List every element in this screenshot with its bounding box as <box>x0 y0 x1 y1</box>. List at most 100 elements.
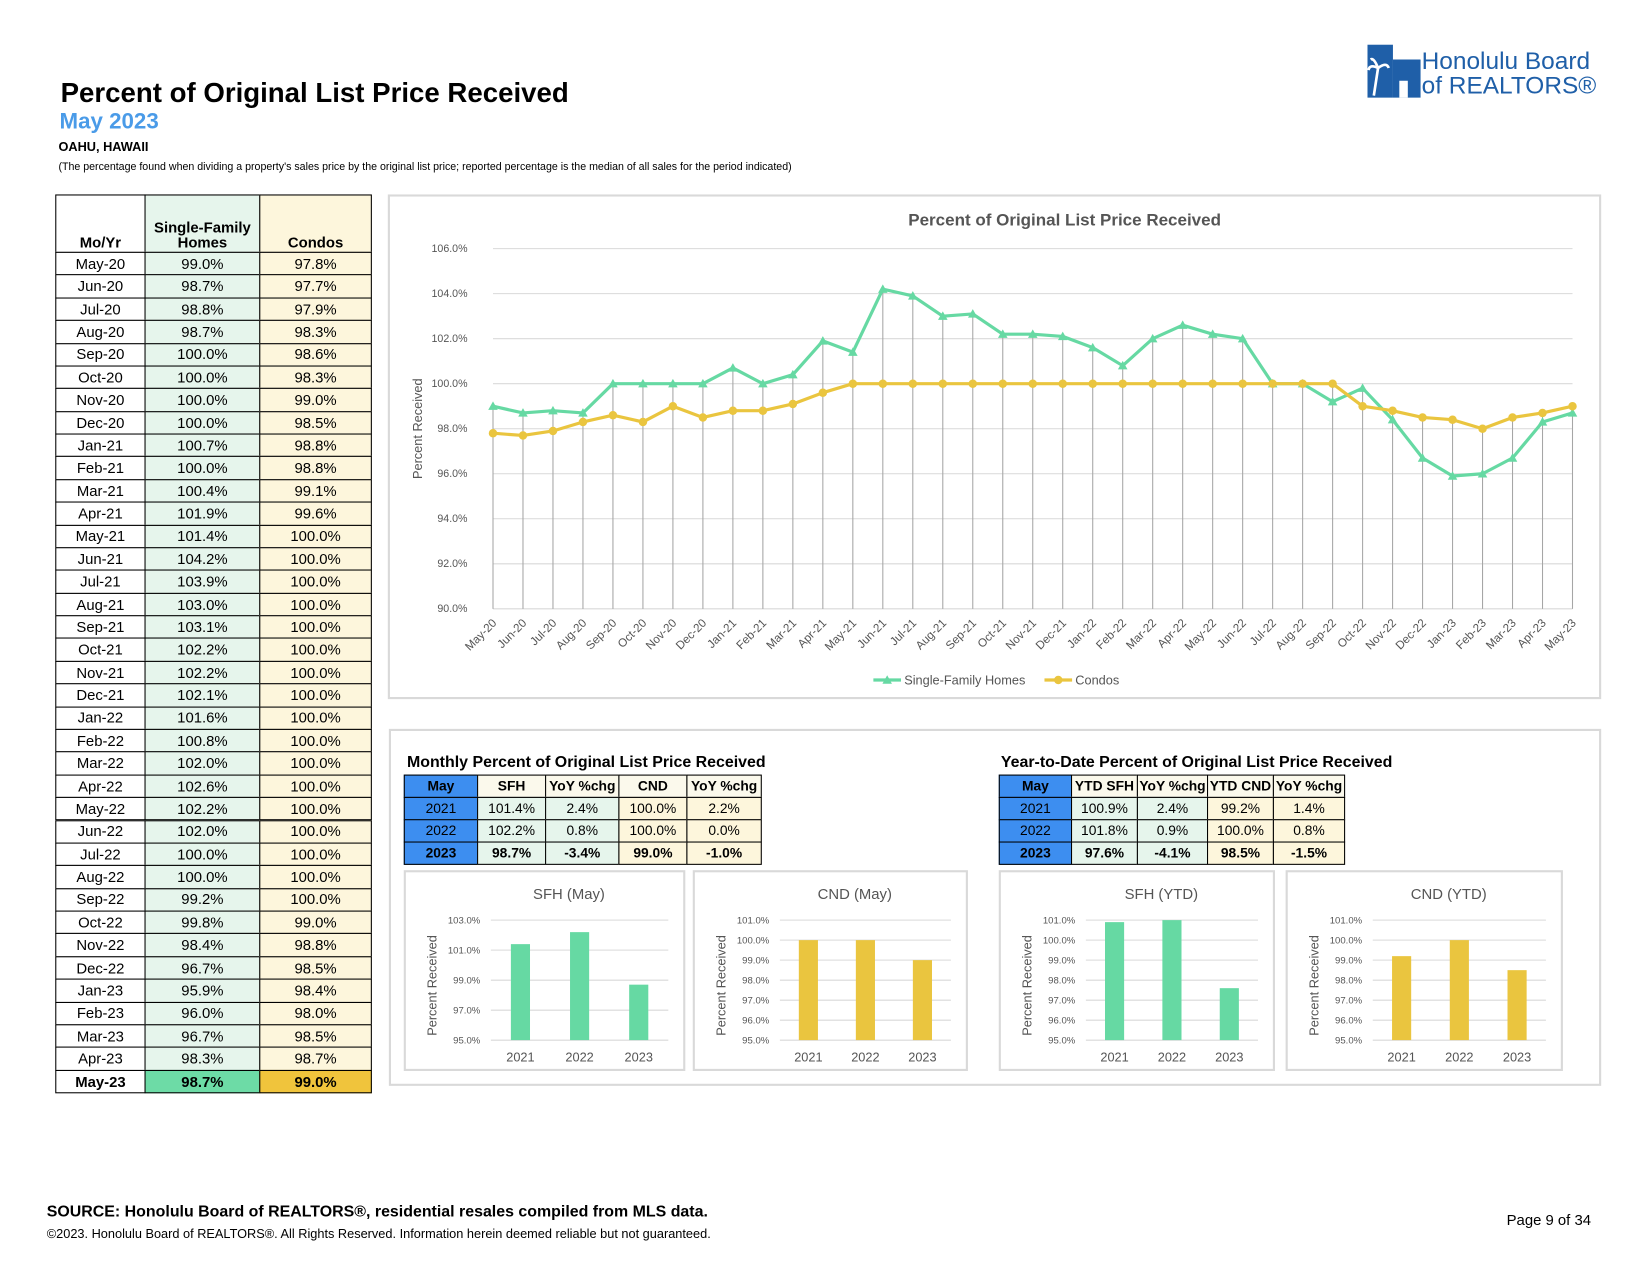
cell: 100.0% <box>259 728 372 753</box>
cell: Jun-20 <box>55 274 146 299</box>
cell: 102.2% <box>144 637 261 662</box>
bar-chart: CND (May) Percent Received 95.0% 96.0% 97.0%… <box>714 887 951 1064</box>
y-tick-label: 95.0% <box>742 1035 770 1046</box>
cell: 100.0% <box>259 774 372 799</box>
marker <box>848 379 858 388</box>
x-tick-label: Feb-23 <box>1454 617 1489 652</box>
marker <box>608 410 618 420</box>
bar-chart-box: CND (May) Percent Received 95.0% 96.0% 97.0%… <box>692 870 968 1071</box>
line-chart: Percent of Original List Price Received P… <box>410 210 1579 687</box>
x-tick-label: Feb-22 <box>1094 617 1129 652</box>
cell: 99.0% <box>144 251 261 276</box>
marker <box>938 379 948 388</box>
cell: 98.4% <box>259 978 372 1003</box>
x-tick-label: 2023 <box>908 1049 936 1064</box>
cell: 98.5% <box>1207 841 1274 865</box>
cell: 100.9% <box>1071 796 1138 821</box>
y-tick-label: 100.0% <box>1330 935 1363 946</box>
marker <box>758 406 768 415</box>
x-tick-label: Dec-21 <box>1033 617 1069 653</box>
cell: Apr-22 <box>55 774 146 799</box>
cell: 0.8% <box>545 819 620 843</box>
cell: 2021 <box>998 796 1073 821</box>
cell: Jan-22 <box>55 706 146 730</box>
cell: 102.2% <box>144 660 261 685</box>
cell: 1.4% <box>1272 796 1346 821</box>
cell: Aug-20 <box>55 319 146 344</box>
header-cell: YoY %chg <box>545 774 620 798</box>
cell: 100.0% <box>144 342 261 367</box>
y-axis-label: Percent Received <box>1020 935 1035 1036</box>
x-tick-label: May-23 <box>1542 617 1579 654</box>
marker <box>578 417 588 427</box>
cell: Nov-20 <box>55 388 146 412</box>
x-tick-label: Aug-22 <box>1273 617 1309 653</box>
marker <box>1238 379 1247 388</box>
cell: Nov-21 <box>55 660 146 685</box>
y-tick-label: 97.0% <box>742 995 770 1006</box>
cell: 101.4% <box>144 524 261 549</box>
marker <box>1207 329 1218 338</box>
cell: 100.4% <box>144 478 261 503</box>
marker <box>518 431 528 440</box>
marker <box>788 369 798 379</box>
x-tick-label: Nov-22 <box>1363 617 1399 653</box>
y-tick-label: 102.0% <box>432 333 469 345</box>
y-tick-label: 99.0% <box>1048 955 1076 966</box>
cell: Feb-21 <box>55 456 146 481</box>
y-tick-label: 96.0% <box>742 1015 770 1026</box>
marker <box>1178 379 1187 388</box>
marker <box>997 329 1008 338</box>
x-tick-label: Feb-21 <box>734 617 769 652</box>
bar-chart-box: SFH (May) Percent Received 95.0% 97.0% 99.0%… <box>403 870 686 1071</box>
page-title: Percent of Original List Price Received <box>60 76 569 109</box>
y-tick-label: 101.0% <box>448 945 481 956</box>
cell: Sep-22 <box>55 887 146 912</box>
x-tick-label: May-22 <box>1182 617 1219 654</box>
x-tick-label: May-20 <box>463 616 500 653</box>
chart-title: SFH (YTD) <box>1125 887 1199 903</box>
cell: 2023 <box>998 841 1073 865</box>
cell: Jul-22 <box>55 842 146 867</box>
y-tick-label: 103.0% <box>448 915 481 926</box>
cell: 100.0% <box>618 819 688 843</box>
cell: Dec-22 <box>55 956 146 980</box>
marker <box>1147 333 1158 343</box>
cell: 98.7% <box>144 274 261 299</box>
y-tick-label: 94.0% <box>437 513 468 525</box>
cell: 98.4% <box>144 933 261 958</box>
marker <box>1177 320 1188 329</box>
logo-icon <box>1367 44 1421 98</box>
cell: 100.0% <box>259 615 372 640</box>
cell: -4.1% <box>1136 841 1209 865</box>
marker <box>518 408 528 417</box>
bar <box>1219 988 1239 1041</box>
y-tick-label: 100.0% <box>1043 935 1076 946</box>
cell: 100.0% <box>259 683 372 708</box>
marker <box>1027 329 1038 338</box>
marker <box>1387 414 1398 424</box>
header-cell: Mo/Yr <box>55 194 146 253</box>
cell: 100.7% <box>144 433 261 458</box>
legend-marker <box>882 675 892 684</box>
cell: Feb-22 <box>55 728 146 753</box>
cell: May-20 <box>55 251 146 276</box>
marker <box>938 311 948 320</box>
chart-title: SFH (May) <box>533 887 605 903</box>
x-tick-label: 2021 <box>1100 1049 1128 1064</box>
y-tick-label: 97.0% <box>453 1005 481 1016</box>
cell: 99.2% <box>1207 796 1274 821</box>
legend-marker <box>1054 675 1063 685</box>
cell: 100.0% <box>259 842 372 867</box>
cell: 98.8% <box>259 933 372 958</box>
marker <box>698 378 708 388</box>
header-cell: Condos <box>259 194 372 253</box>
cell: 98.8% <box>259 433 372 458</box>
cell: -1.0% <box>686 841 762 865</box>
cell: 97.9% <box>259 297 372 322</box>
cell: 102.1% <box>144 683 261 708</box>
bar-chart: SFH (YTD) Percent Received 95.0% 96.0% 97.0%… <box>1020 887 1258 1064</box>
cell: 99.6% <box>259 501 372 526</box>
cell: Mar-22 <box>55 751 146 776</box>
cell: 100.8% <box>144 728 261 753</box>
